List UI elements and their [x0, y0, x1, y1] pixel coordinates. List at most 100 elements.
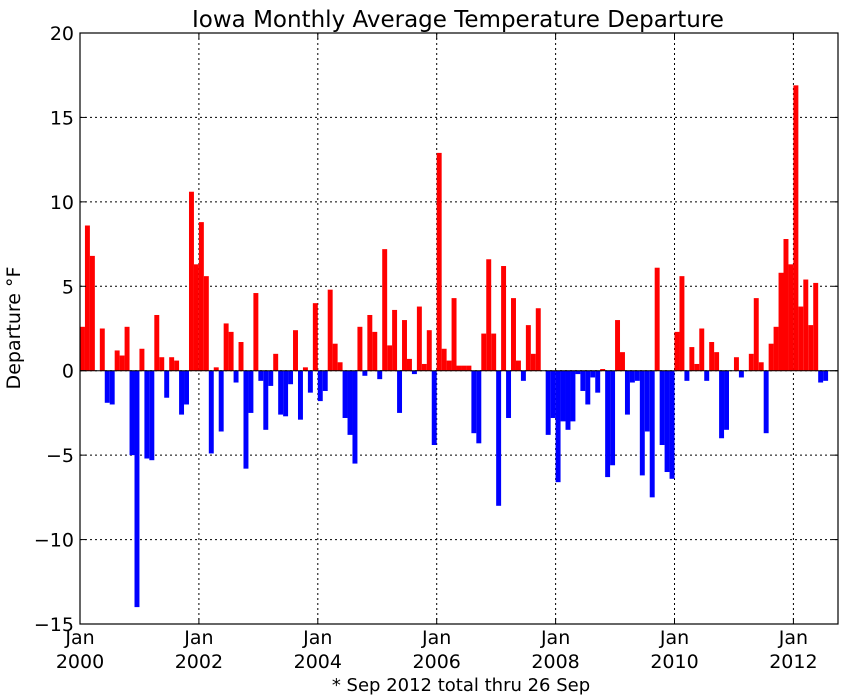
bar — [818, 370, 824, 383]
bar — [253, 293, 259, 371]
y-tick-label: 20 — [50, 23, 74, 45]
bar — [446, 360, 452, 371]
bar — [139, 348, 145, 371]
bar — [337, 362, 343, 371]
bar — [268, 370, 274, 386]
bar — [724, 370, 729, 430]
bar — [778, 272, 784, 371]
bar — [699, 328, 705, 371]
bar — [600, 369, 606, 371]
x-axis: Jan2000Jan2002Jan2004Jan2006Jan2008Jan20… — [56, 33, 818, 673]
bar — [674, 331, 680, 371]
bar — [763, 370, 769, 434]
bar — [773, 326, 779, 371]
bar — [362, 370, 368, 376]
bar — [367, 314, 373, 371]
bar — [624, 370, 630, 415]
bar — [798, 306, 804, 371]
bar — [377, 370, 383, 380]
bar — [783, 239, 789, 371]
bar — [322, 370, 328, 391]
bar — [213, 367, 219, 371]
bar — [258, 370, 264, 381]
x-tick-label-year: 2012 — [769, 651, 817, 673]
bar — [768, 343, 774, 371]
bar — [486, 259, 492, 371]
bars — [80, 85, 829, 608]
bar — [813, 282, 819, 371]
x-tick-label-month: Jan — [421, 627, 451, 649]
bar — [560, 370, 566, 422]
bar — [451, 298, 457, 371]
chart-title: Iowa Monthly Average Temperature Departu… — [192, 7, 724, 33]
x-tick-label-month: Jan — [540, 627, 570, 649]
bar — [639, 370, 645, 476]
bar — [629, 370, 635, 383]
bar — [327, 289, 333, 371]
bar — [748, 353, 754, 371]
y-tick-label: 5 — [62, 276, 74, 298]
x-tick-label-month: Jan — [302, 627, 332, 649]
bar — [634, 370, 640, 381]
bar — [372, 331, 378, 371]
bar — [99, 328, 105, 371]
bar — [124, 326, 130, 371]
bar — [689, 347, 695, 371]
bar — [89, 255, 95, 371]
bar — [471, 370, 477, 434]
bar — [714, 352, 720, 371]
bar — [580, 370, 586, 391]
bar — [649, 370, 655, 498]
y-tick-label: −15 — [34, 614, 74, 636]
bar — [570, 370, 576, 422]
bar — [679, 276, 685, 371]
bar — [109, 370, 115, 405]
bar — [654, 267, 660, 371]
bar — [466, 365, 472, 371]
bar — [664, 370, 670, 473]
bar — [188, 191, 194, 371]
bar — [416, 306, 422, 371]
bar — [565, 370, 571, 430]
bar — [426, 330, 432, 371]
bar — [263, 370, 269, 430]
bar — [704, 370, 710, 381]
bar — [402, 320, 407, 371]
bar — [179, 370, 185, 415]
bar — [436, 152, 442, 371]
bar — [515, 360, 521, 371]
bar — [297, 370, 303, 420]
bar — [758, 362, 764, 371]
bar — [738, 370, 744, 378]
bar — [342, 370, 348, 418]
bar — [788, 264, 794, 371]
footnote: * Sep 2012 total thru 26 Sep — [332, 675, 590, 696]
bar — [208, 370, 214, 454]
bar — [709, 342, 715, 371]
bar — [312, 303, 318, 371]
y-tick-label: −5 — [46, 445, 74, 467]
bar — [218, 370, 224, 432]
bar — [575, 370, 581, 375]
bar — [605, 370, 611, 478]
x-tick-label-year: 2006 — [413, 651, 461, 673]
bar — [382, 249, 388, 371]
x-tick-label-month: Jan — [778, 627, 808, 649]
bar — [461, 365, 467, 371]
bar — [243, 370, 249, 469]
bar — [288, 370, 294, 385]
bar — [352, 370, 358, 464]
bar — [684, 370, 690, 381]
bar — [184, 370, 189, 405]
bar — [228, 331, 234, 371]
bar — [198, 222, 204, 371]
bar — [357, 326, 363, 371]
bar — [595, 370, 601, 393]
bar — [193, 264, 199, 371]
y-tick-label: −10 — [34, 530, 74, 552]
bar — [293, 330, 298, 371]
bar — [421, 363, 427, 371]
bar — [119, 355, 125, 371]
bar — [397, 370, 403, 413]
bar — [248, 370, 254, 413]
